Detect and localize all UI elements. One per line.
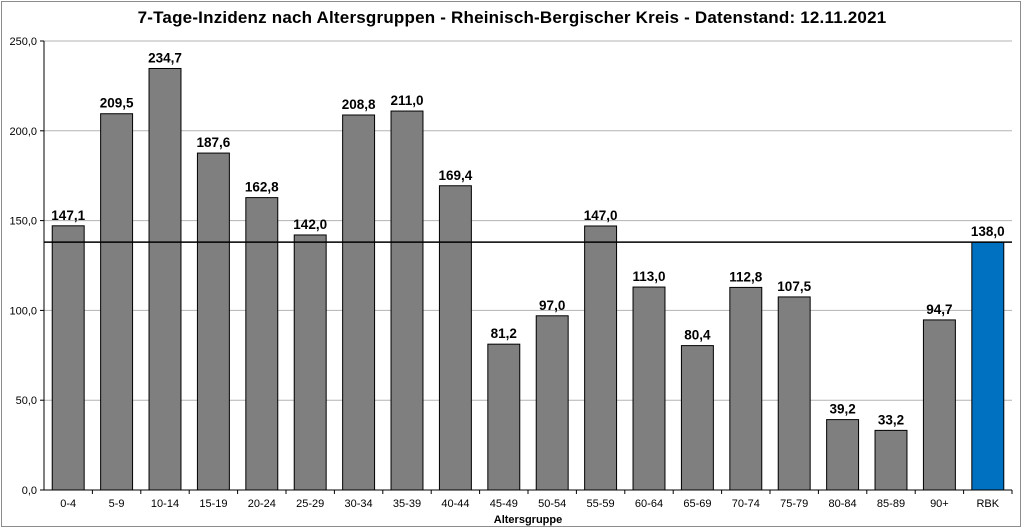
x-tick-label: RBK (976, 498, 999, 510)
x-tick-label: 35-39 (393, 498, 421, 510)
bar (777, 296, 811, 491)
chart-title: 7-Tage-Inzidenz nach Altersgruppen - Rhe… (137, 8, 887, 27)
x-tick-label: 15-19 (199, 498, 227, 510)
data-label: 208,8 (342, 97, 376, 112)
bar (874, 429, 908, 491)
y-tick-label: 100,0 (9, 305, 37, 317)
bar (293, 234, 327, 491)
bar (922, 319, 956, 491)
data-label: 138,0 (971, 224, 1005, 239)
data-label: 113,0 (632, 269, 665, 284)
bar (438, 185, 472, 491)
data-label: 209,5 (100, 96, 134, 111)
bar (971, 241, 1005, 491)
x-tick-label: 25-29 (296, 498, 324, 510)
x-tick-label: 90+ (930, 498, 949, 510)
y-tick-label: 150,0 (9, 216, 37, 228)
x-tick-label: 65-69 (683, 498, 711, 510)
bar (390, 110, 424, 491)
y-tick-label: 200,0 (9, 126, 37, 138)
data-label: 94,7 (926, 302, 952, 317)
x-tick-label: 75-79 (780, 498, 808, 510)
data-label: 142,0 (293, 217, 327, 232)
x-tick-label: 85-89 (877, 498, 905, 510)
bar (148, 67, 182, 491)
bar (342, 114, 376, 491)
data-label: 80,4 (684, 328, 711, 343)
x-tick-label: 5-9 (109, 498, 125, 510)
bar (51, 225, 85, 491)
data-label: 169,4 (439, 168, 473, 183)
x-tick-label: 20-24 (248, 498, 276, 510)
x-tick-label: 80-84 (829, 498, 857, 510)
bar (535, 315, 569, 491)
x-tick-label: 45-49 (490, 498, 518, 510)
data-label: 39,2 (829, 402, 855, 417)
bar (584, 225, 618, 491)
data-label: 147,0 (584, 208, 618, 223)
x-tick-label: 30-34 (345, 498, 373, 510)
data-label: 112,8 (729, 269, 763, 284)
x-tick-label: 50-54 (538, 498, 566, 510)
x-axis-label: Altersgruppe (494, 514, 562, 526)
bar (100, 113, 134, 491)
bar (196, 152, 230, 491)
data-label: 162,8 (245, 180, 279, 195)
data-label: 187,6 (197, 135, 231, 150)
x-tick-label: 60-64 (635, 498, 663, 510)
x-tick-label: 70-74 (732, 498, 760, 510)
data-label: 107,5 (777, 279, 811, 294)
data-label: 234,7 (148, 50, 182, 65)
data-label: 33,2 (878, 412, 904, 427)
bar (826, 419, 860, 491)
x-tick-label: 10-14 (151, 498, 179, 510)
bar (632, 286, 666, 491)
bar (680, 345, 714, 491)
x-tick-label: 40-44 (441, 498, 469, 510)
y-tick-label: 250,0 (9, 36, 37, 48)
data-label: 81,2 (491, 326, 517, 341)
bar (729, 286, 763, 491)
data-label: 97,0 (539, 298, 565, 313)
bar (487, 343, 521, 491)
data-label: 211,0 (390, 93, 423, 108)
y-tick-label: 0,0 (22, 485, 37, 497)
y-tick-label: 50,0 (16, 395, 37, 407)
x-tick-label: 55-59 (587, 498, 615, 510)
data-label: 147,1 (51, 208, 85, 223)
x-tick-label: 0-4 (60, 498, 76, 510)
